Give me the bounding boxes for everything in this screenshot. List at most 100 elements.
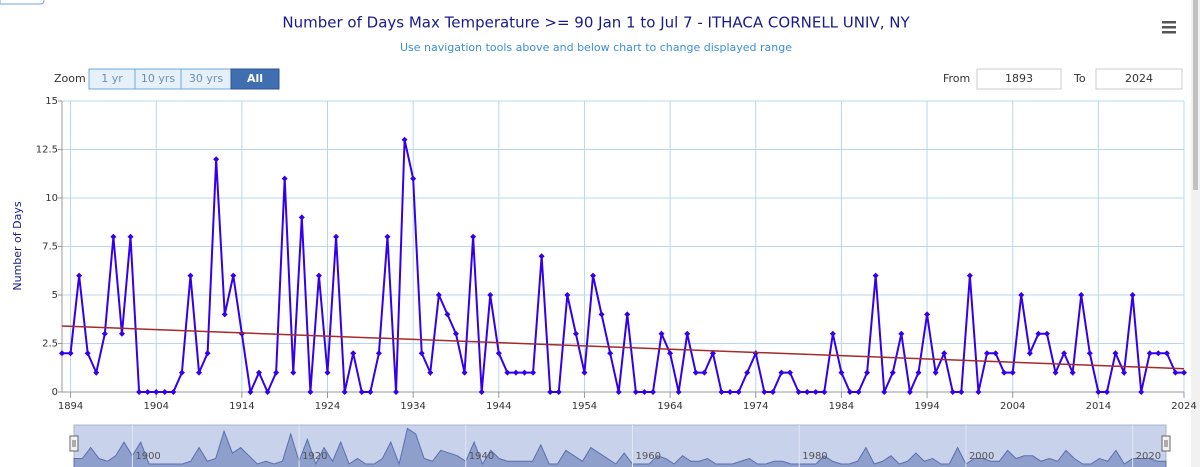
data-point[interactable] [898,330,905,337]
data-point[interactable] [264,389,271,395]
data-point[interactable] [615,389,622,395]
data-point[interactable] [641,389,648,395]
data-point[interactable] [735,389,742,395]
data-point[interactable] [118,330,125,337]
data-point[interactable] [495,350,502,357]
data-point[interactable] [101,330,108,337]
data-point[interactable] [941,350,948,357]
data-point[interactable] [872,272,879,279]
data-point[interactable] [59,350,65,357]
data-point[interactable] [418,350,425,357]
zoom-button[interactable] [230,68,280,90]
data-point[interactable] [632,389,639,395]
data-point[interactable] [178,369,185,376]
data-point[interactable] [1001,369,1008,376]
data-point[interactable] [838,369,845,376]
data-point[interactable] [393,389,400,395]
navigator-handle[interactable] [69,435,79,452]
data-point[interactable] [307,389,314,395]
data-point[interactable] [547,389,554,395]
data-point[interactable] [247,389,254,395]
data-point[interactable] [538,253,545,260]
data-point[interactable] [675,389,682,395]
data-point[interactable] [975,389,982,395]
data-point[interactable] [984,350,991,357]
data-point[interactable] [221,311,228,318]
data-point[interactable] [881,389,888,395]
data-point[interactable] [435,292,442,298]
data-point[interactable] [1146,350,1153,357]
data-point[interactable] [1061,350,1068,357]
data-point[interactable] [1026,350,1033,357]
data-point[interactable] [315,272,322,279]
menu-icon[interactable] [1162,21,1176,34]
data-point[interactable] [701,369,708,376]
data-point[interactable] [153,389,160,395]
data-point[interactable] [170,389,177,395]
data-point[interactable] [709,350,716,357]
data-point[interactable] [273,369,280,376]
data-point[interactable] [889,369,896,376]
data-point[interactable] [341,389,348,395]
data-point[interactable] [470,233,477,240]
data-point[interactable] [461,369,468,376]
data-point[interactable] [67,350,74,357]
data-point[interactable] [1069,369,1076,376]
data-point[interactable] [1018,292,1025,298]
data-point[interactable] [298,214,305,221]
data-point[interactable] [350,350,357,357]
data-point[interactable] [521,369,528,376]
data-point[interactable] [744,369,751,376]
data-point[interactable] [110,233,117,240]
data-point[interactable] [769,389,776,395]
data-point[interactable] [1103,389,1110,395]
data-point[interactable] [161,389,168,395]
data-point[interactable] [1009,369,1016,376]
data-point[interactable] [255,369,262,376]
data-point[interactable] [213,156,220,163]
data-point[interactable] [76,272,83,279]
data-point[interactable] [992,350,999,357]
data-point[interactable] [204,350,211,357]
data-point[interactable] [1043,330,1050,337]
data-point[interactable] [966,272,973,279]
data-point[interactable] [590,272,597,279]
data-point[interactable] [787,369,794,376]
data-point[interactable] [333,233,340,240]
data-point[interactable] [821,389,828,395]
data-point[interactable] [93,369,100,376]
data-point[interactable] [564,292,571,298]
data-point[interactable] [915,369,922,376]
data-point[interactable] [778,369,785,376]
data-point[interactable] [410,175,417,182]
data-point[interactable] [1035,330,1042,337]
data-point[interactable] [555,389,562,395]
data-point[interactable] [684,330,691,337]
data-point[interactable] [427,369,434,376]
data-point[interactable] [958,389,965,395]
data-point[interactable] [290,369,297,376]
data-point[interactable] [906,389,913,395]
data-point[interactable] [761,389,768,395]
data-point[interactable] [1163,350,1170,357]
data-point[interactable] [487,292,494,298]
data-point[interactable] [932,369,939,376]
data-point[interactable] [1138,389,1145,395]
data-point[interactable] [401,136,408,143]
data-point[interactable] [658,330,665,337]
data-point[interactable] [478,389,485,395]
data-point[interactable] [444,311,451,318]
to-input[interactable] [1095,68,1183,90]
from-input[interactable] [976,68,1062,90]
data-point[interactable] [1129,292,1136,298]
navigator-handle[interactable] [1161,435,1171,452]
data-point[interactable] [1172,369,1179,376]
data-point[interactable] [581,369,588,376]
data-point[interactable] [949,389,956,395]
data-point[interactable] [452,330,459,337]
data-point[interactable] [1121,369,1128,376]
data-point[interactable] [855,389,862,395]
data-point[interactable] [864,369,871,376]
data-point[interactable] [136,389,143,395]
data-point[interactable] [846,389,853,395]
